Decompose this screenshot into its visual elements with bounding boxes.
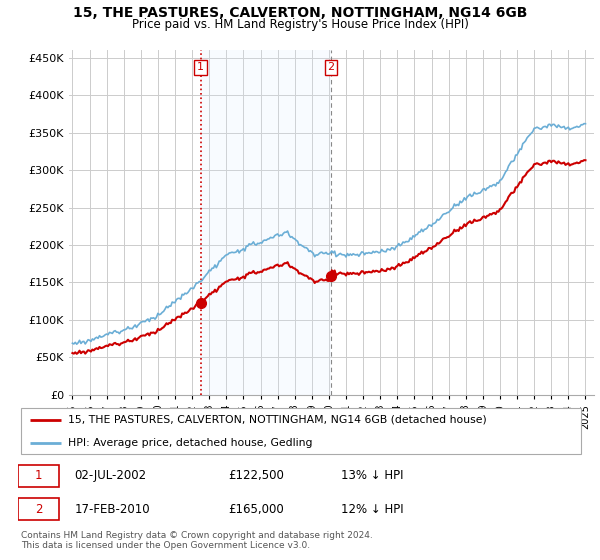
Text: 2: 2 [328,63,335,72]
Text: 1: 1 [35,469,42,483]
Text: £165,000: £165,000 [228,502,284,516]
FancyBboxPatch shape [18,465,59,487]
Text: Contains HM Land Registry data © Crown copyright and database right 2024.
This d: Contains HM Land Registry data © Crown c… [21,531,373,550]
Text: 17-FEB-2010: 17-FEB-2010 [75,502,151,516]
FancyBboxPatch shape [21,408,581,454]
FancyBboxPatch shape [18,498,59,520]
Text: 1: 1 [197,63,204,72]
Text: 2: 2 [35,502,42,516]
Text: 15, THE PASTURES, CALVERTON, NOTTINGHAM, NG14 6GB: 15, THE PASTURES, CALVERTON, NOTTINGHAM,… [73,6,527,20]
Text: £122,500: £122,500 [228,469,284,483]
Text: 12% ↓ HPI: 12% ↓ HPI [341,502,404,516]
Bar [200,50,331,395]
Text: HPI: Average price, detached house, Gedling: HPI: Average price, detached house, Gedl… [68,438,313,448]
Text: 15, THE PASTURES, CALVERTON, NOTTINGHAM, NG14 6GB (detached house): 15, THE PASTURES, CALVERTON, NOTTINGHAM,… [68,414,487,424]
Text: 13% ↓ HPI: 13% ↓ HPI [341,469,404,483]
Text: 02-JUL-2002: 02-JUL-2002 [75,469,147,483]
Text: Price paid vs. HM Land Registry's House Price Index (HPI): Price paid vs. HM Land Registry's House … [131,18,469,31]
